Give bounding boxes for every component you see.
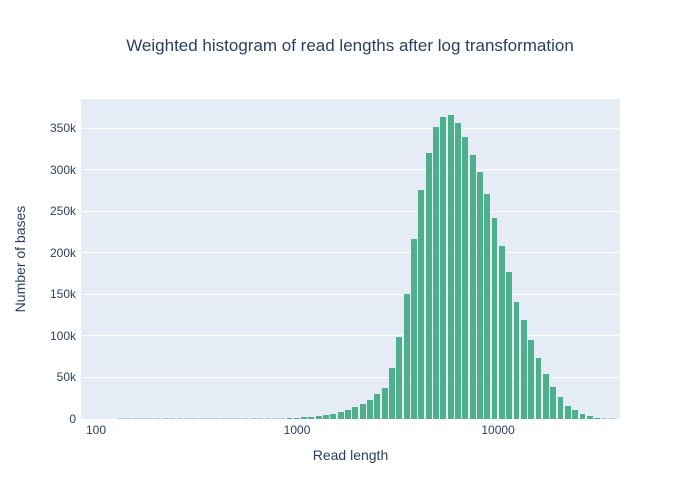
gridline (81, 376, 620, 378)
histogram-bar (506, 271, 513, 419)
histogram-bar (242, 418, 249, 419)
histogram-bar (161, 418, 168, 419)
gridline (81, 127, 620, 129)
y-tick-label: 0 (69, 412, 76, 426)
histogram-bar (521, 320, 527, 419)
gridline (81, 293, 620, 295)
histogram-bar (433, 127, 439, 419)
histogram-bar (447, 114, 454, 419)
histogram-bar (469, 154, 476, 419)
histogram-bar (337, 412, 344, 419)
y-axis-title: Number of bases (12, 205, 28, 313)
x-tick-label: 10000 (481, 423, 515, 437)
histogram-bar (557, 397, 564, 419)
histogram-bar (323, 415, 329, 419)
gridline (81, 335, 620, 337)
y-tick-label: 250k (49, 204, 76, 219)
histogram-bar (499, 246, 505, 419)
x-tick-label: 100 (85, 423, 106, 437)
histogram-bar (403, 293, 410, 419)
histogram-bar (491, 217, 498, 419)
histogram-bar (484, 193, 491, 419)
histogram-bar (198, 418, 205, 419)
plot-area (81, 99, 620, 419)
histogram-bar (147, 418, 154, 419)
histogram-bar (455, 123, 461, 419)
histogram-bar (139, 418, 146, 419)
histogram-bar (374, 394, 381, 419)
x-tick-label: 1000 (283, 423, 311, 437)
histogram-bar (301, 417, 307, 419)
histogram-bar (213, 418, 219, 419)
y-tick-label: 50k (56, 370, 76, 385)
histogram-bar (176, 418, 183, 419)
histogram-bar (330, 414, 337, 419)
y-tick-label: 300k (49, 162, 76, 177)
histogram-bar (132, 418, 139, 419)
histogram-bar (125, 418, 132, 419)
gridline (81, 169, 620, 171)
histogram-bar (308, 416, 315, 419)
histogram-bar (220, 418, 227, 419)
histogram-bar (250, 418, 256, 419)
histogram-bar (279, 418, 285, 419)
histogram-bar (228, 418, 234, 419)
chart-title: Weighted histogram of read lengths after… (126, 36, 574, 55)
histogram-bar (411, 238, 417, 419)
histogram-bar (440, 117, 447, 419)
histogram-bar (381, 388, 388, 419)
y-tick-label: 350k (49, 121, 76, 136)
histogram-bar (418, 190, 425, 419)
histogram-bar (425, 153, 432, 419)
histogram-bar (286, 417, 293, 419)
histogram-bar (601, 418, 608, 419)
y-tick-label: 100k (49, 328, 76, 343)
y-tick-label: 200k (49, 245, 76, 260)
histogram-bar (579, 414, 586, 419)
histogram-bar (367, 399, 373, 419)
histogram-bar (389, 368, 395, 419)
histogram-bar (154, 418, 161, 419)
x-axis-title: Read length (312, 447, 389, 463)
histogram-bar (543, 374, 549, 419)
histogram-bar (528, 340, 535, 419)
histogram-bar (235, 418, 242, 419)
histogram-bar (572, 409, 579, 419)
histogram-bar (352, 407, 359, 419)
histogram-bar (587, 416, 593, 419)
histogram-bar (315, 416, 322, 419)
histogram-bar (462, 137, 469, 419)
histogram-bar (513, 301, 520, 419)
histogram-bar (550, 386, 557, 419)
histogram-bar (169, 418, 175, 419)
histogram-bar (345, 410, 351, 419)
histogram-bar (293, 417, 300, 419)
histogram-bar (191, 418, 198, 419)
histogram-bar (359, 404, 366, 419)
gridline (81, 252, 620, 254)
histogram-bar (396, 336, 403, 419)
histogram-bar (535, 358, 542, 419)
histogram-bar (477, 172, 483, 419)
histogram-bar (257, 418, 263, 419)
histogram-bar (205, 418, 212, 419)
histogram-bar (118, 418, 124, 419)
gridline (81, 210, 620, 212)
histogram-bar (264, 418, 271, 419)
histogram-bar (565, 405, 571, 419)
histogram-bar (609, 418, 615, 419)
y-tick-label: 150k (49, 287, 76, 302)
histogram-bar (594, 417, 601, 419)
histogram-bar (183, 418, 190, 419)
histogram-bar (271, 418, 278, 419)
